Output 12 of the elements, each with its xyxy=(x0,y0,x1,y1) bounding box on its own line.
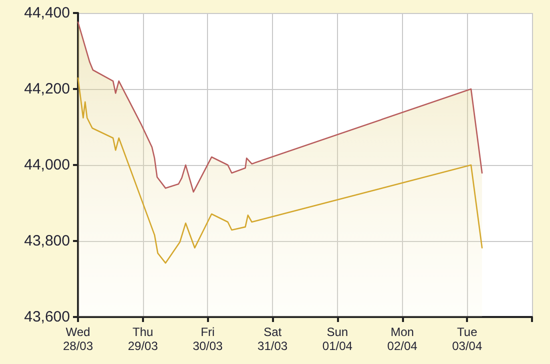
x-tick-label: Fri 30/03 xyxy=(192,325,224,353)
x-tick-label: Thu 29/03 xyxy=(128,325,158,353)
y-tick-label: 44,200 xyxy=(24,80,70,98)
x-tick-label: Sat 31/03 xyxy=(258,325,288,353)
x-tick-label: Mon 02/04 xyxy=(387,325,418,353)
x-tick-label: Wed 28/03 xyxy=(62,325,94,353)
y-tick-label: 44,000 xyxy=(24,156,70,174)
x-tick-label: Tue 03/04 xyxy=(452,325,482,353)
x-tick-label: Sun 01/04 xyxy=(322,325,353,353)
y-tick-label: 43,800 xyxy=(24,232,70,250)
y-tick-label: 43,600 xyxy=(24,308,70,326)
y-tick-label: 44,400 xyxy=(24,4,70,22)
